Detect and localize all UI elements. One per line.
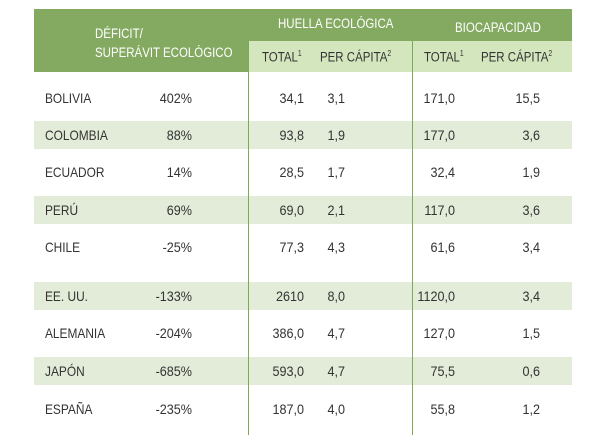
- bc-total-header: TOTAL1: [424, 49, 464, 65]
- cell-country: ECUADOR: [45, 164, 105, 180]
- cell-deficit: -204%: [155, 325, 192, 341]
- cell-bc-total: 61,6: [430, 239, 455, 255]
- cell-deficit: 69%: [166, 202, 192, 218]
- table-row: EE. UU. -133% 2610 8,0 1120,0 3,4: [34, 282, 572, 310]
- table-row: COLOMBIA 88% 93,8 1,9 177,0 3,6: [34, 121, 572, 149]
- table-row: BOLIVIA 402% 34,1 3,1 171,0 15,5: [34, 84, 572, 112]
- deficit-header-line2: SUPERÁVIT ECOLÓGICO: [95, 45, 233, 60]
- table-row: PERÚ 69% 69,0 2,1 117,0 3,6: [34, 196, 572, 224]
- table-row: ALEMANIA -204% 386,0 4,7 127,0 1,5: [34, 319, 572, 347]
- cell-country: CHILE: [45, 239, 81, 255]
- cell-deficit: -235%: [155, 401, 192, 417]
- he-per-capita-header: PER CÁPITA2: [320, 49, 392, 65]
- he-total-header: TOTAL1: [262, 49, 302, 65]
- huella-header: HUELLA ECOLÓGICA: [278, 16, 394, 31]
- cell-country: COLOMBIA: [45, 127, 108, 143]
- biocapacidad-header: BIOCAPACIDAD: [455, 20, 541, 35]
- cell-he-total: 2610: [275, 288, 304, 304]
- biocapacidad-subheader: [413, 41, 572, 72]
- cell-bc-pc: 15,5: [515, 90, 540, 106]
- cell-deficit: -25%: [162, 239, 192, 255]
- cell-bc-total: 75,5: [430, 363, 455, 379]
- cell-he-total: 187,0: [272, 401, 304, 417]
- cell-bc-pc: 1,9: [522, 164, 540, 180]
- cell-he-pc: 4,7: [327, 363, 345, 379]
- cell-deficit: 14%: [166, 164, 192, 180]
- bc-per-capita-header: PER CÁPITA2: [481, 49, 553, 65]
- cell-bc-total: 177,0: [423, 127, 455, 143]
- cell-deficit: 88%: [166, 127, 192, 143]
- cell-he-total: 386,0: [272, 325, 304, 341]
- cell-bc-pc: 3,4: [522, 239, 540, 255]
- cell-he-total: 593,0: [272, 363, 304, 379]
- cell-bc-pc: 1,5: [522, 325, 540, 341]
- cell-country: JAPÓN: [45, 363, 85, 379]
- cell-bc-total: 117,0: [424, 202, 455, 218]
- cell-bc-pc: 3,6: [522, 127, 540, 143]
- cell-bc-pc: 0,6: [522, 363, 540, 379]
- cell-he-total: 34,1: [279, 90, 304, 106]
- cell-country: ESPAÑA: [45, 401, 93, 417]
- cell-he-pc: 4,3: [327, 239, 345, 255]
- cell-country: EE. UU.: [45, 288, 88, 304]
- cell-bc-total: 1120,0: [417, 288, 455, 304]
- table-row: ECUADOR 14% 28,5 1,7 32,4 1,9: [34, 158, 572, 186]
- cell-he-total: 93,8: [279, 127, 304, 143]
- cell-he-pc: 4,7: [327, 325, 345, 341]
- cell-he-pc: 2,1: [327, 202, 345, 218]
- cell-bc-pc: 3,6: [522, 202, 540, 218]
- cell-bc-total: 171,0: [423, 90, 455, 106]
- cell-deficit: 402%: [159, 90, 192, 106]
- cell-bc-pc: 1,2: [522, 401, 540, 417]
- table-row: CHILE -25% 77,3 4,3 61,6 3,4: [34, 233, 572, 261]
- cell-bc-pc: 3,4: [522, 288, 540, 304]
- cell-he-pc: 8,0: [327, 288, 345, 304]
- cell-bc-total: 32,4: [430, 164, 455, 180]
- cell-he-pc: 3,1: [327, 90, 345, 106]
- table-row: JAPÓN -685% 593,0 4,7 75,5 0,6: [34, 357, 572, 385]
- cell-he-pc: 1,9: [327, 127, 345, 143]
- cell-he-total: 28,5: [279, 164, 304, 180]
- column-divider: [248, 41, 249, 435]
- huella-subheader: [248, 41, 412, 72]
- cell-he-pc: 1,7: [327, 164, 345, 180]
- cell-deficit: -685%: [155, 363, 192, 379]
- column-divider: [412, 41, 413, 435]
- cell-he-total: 69,0: [279, 202, 304, 218]
- cell-he-total: 77,3: [279, 239, 304, 255]
- cell-deficit: -133%: [155, 288, 192, 304]
- cell-country: ALEMANIA: [45, 325, 106, 341]
- cell-he-pc: 4,0: [327, 401, 345, 417]
- cell-bc-total: 127,0: [423, 325, 455, 341]
- table-row: ESPAÑA -235% 187,0 4,0 55,8 1,2: [34, 395, 572, 423]
- cell-country: PERÚ: [45, 202, 79, 218]
- cell-country: BOLIVIA: [45, 90, 92, 106]
- deficit-header-line1: DÉFICIT/: [95, 26, 143, 41]
- cell-bc-total: 55,8: [430, 401, 455, 417]
